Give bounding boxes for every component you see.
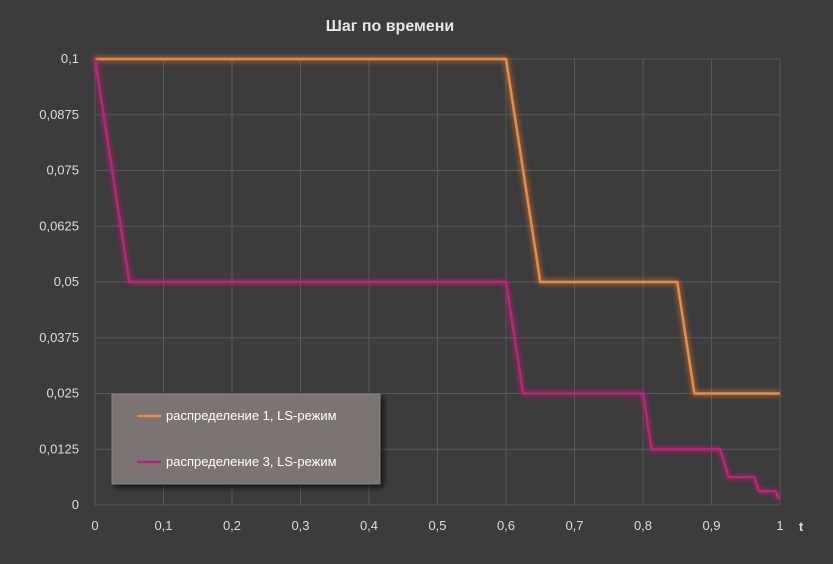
legend-label-series-2: распределение 3, LS-режим — [166, 454, 337, 469]
y-tick-label: 0,1 — [61, 51, 79, 66]
x-tick-label: 0,4 — [360, 518, 378, 533]
y-tick-label: 0,075 — [46, 163, 79, 178]
x-tick-label: 0,3 — [291, 518, 309, 533]
y-axis-tick-labels: 0 0,0125 0,025 0,0375 0,05 0,0625 0,075 0,0875 0… — [39, 51, 79, 512]
legend-box — [111, 393, 381, 485]
x-tick-label: 0 — [91, 518, 98, 533]
x-tick-label: 0,2 — [223, 518, 241, 533]
x-tick-label: 1 — [776, 518, 783, 533]
x-axis-tick-labels: 0 0,1 0,2 0,3 0,4 0,5 0,6 0,7 0,8 0,9 1 — [91, 518, 783, 533]
y-tick-label: 0,05 — [54, 274, 79, 289]
legend: распределение 1, LS-режим распределение … — [111, 393, 381, 485]
x-tick-label: 0,6 — [497, 518, 515, 533]
y-tick-label: 0,0875 — [39, 107, 79, 122]
y-tick-label: 0,0375 — [39, 330, 79, 345]
chart-title: Шаг по времени — [326, 18, 455, 35]
x-tick-label: 0,9 — [702, 518, 720, 533]
x-tick-label: 0,8 — [634, 518, 652, 533]
x-tick-label: 0,7 — [565, 518, 583, 533]
y-tick-label: 0,025 — [46, 386, 79, 401]
y-tick-label: 0,0625 — [39, 218, 79, 233]
x-tick-label: 0,5 — [428, 518, 446, 533]
y-tick-label: 0 — [72, 497, 79, 512]
legend-label-series-1: распределение 1, LS-режим — [166, 408, 337, 423]
series-line-1 — [95, 57, 780, 395]
y-tick-label: 0,0125 — [39, 441, 79, 456]
x-axis-label: t — [799, 519, 804, 534]
x-tick-label: 0,1 — [154, 518, 172, 533]
series-line-2 — [93, 58, 780, 500]
series — [93, 57, 780, 500]
